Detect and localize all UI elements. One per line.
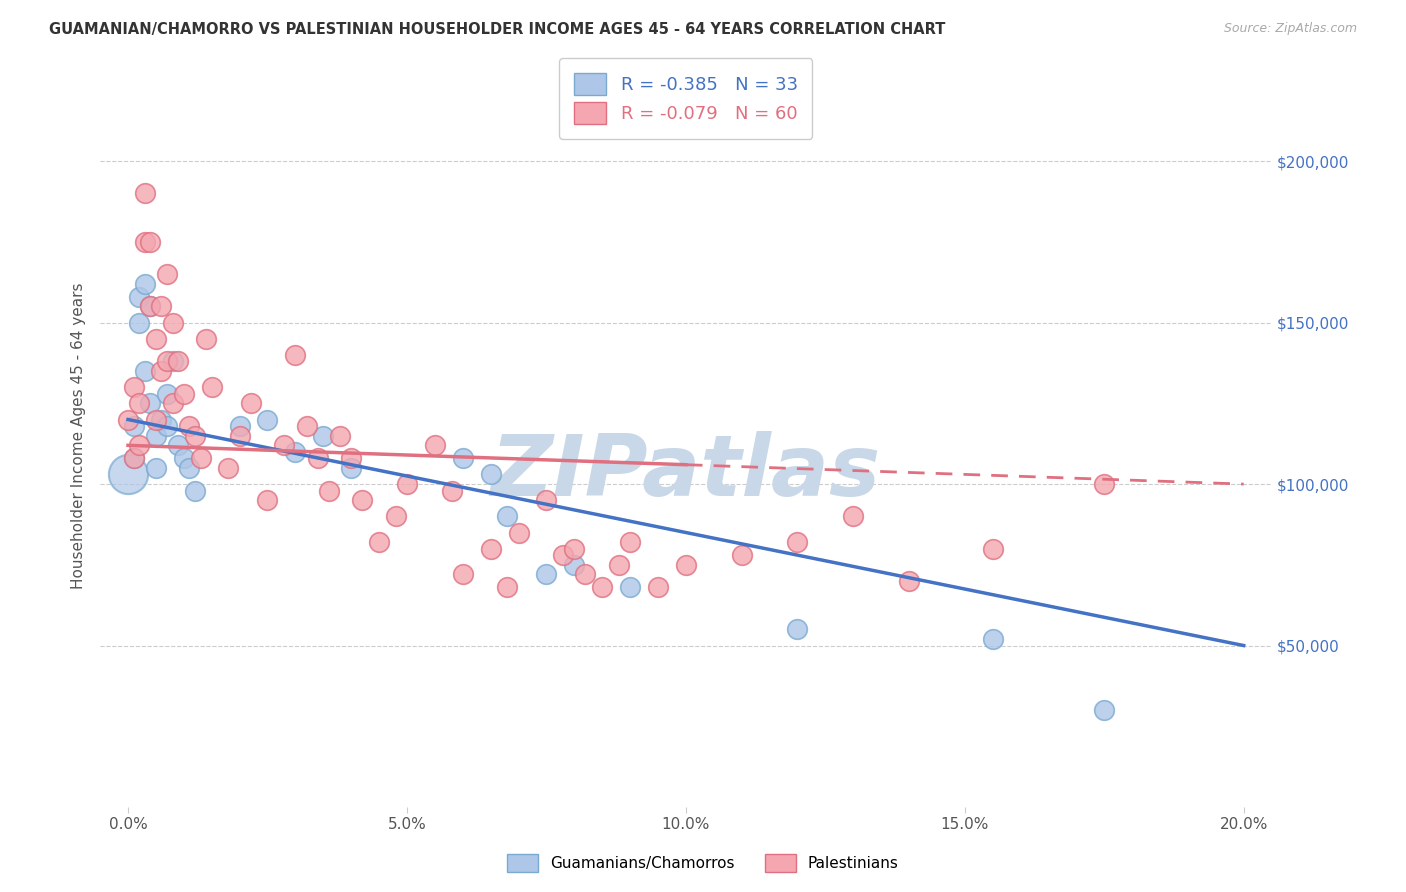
Point (479, 467, 502, 482)
Point (536, 567, 558, 582)
Point (318, 483, 340, 498)
Point (195, 332, 218, 346)
Point (451, 451, 474, 466)
Point (591, 581, 613, 595)
Point (190, 451, 212, 466)
Point (228, 419, 250, 434)
Point (1092, 703, 1115, 717)
Point (139, 300, 162, 314)
Point (145, 461, 167, 475)
Point (329, 428, 352, 442)
Point (368, 535, 391, 549)
Point (117, 467, 139, 482)
Point (981, 632, 1004, 646)
Point (128, 290, 150, 304)
Legend: R = -0.385   N = 33, R = -0.079   N = 60: R = -0.385 N = 33, R = -0.079 N = 60 (560, 59, 813, 138)
Point (139, 235, 162, 249)
Point (340, 461, 363, 475)
Point (156, 386, 179, 401)
Point (607, 558, 630, 572)
Point (384, 509, 406, 524)
Point (312, 428, 335, 442)
Point (284, 348, 307, 362)
Point (256, 412, 278, 426)
Point (122, 419, 145, 434)
Point (562, 558, 585, 572)
Point (162, 316, 184, 330)
Point (201, 380, 224, 394)
Point (173, 451, 195, 466)
Point (440, 483, 463, 498)
Point (574, 567, 596, 582)
Point (162, 396, 184, 410)
Point (156, 354, 179, 368)
Point (139, 300, 162, 314)
Point (647, 581, 669, 595)
Point (156, 267, 179, 281)
Point (256, 493, 278, 508)
Point (451, 567, 474, 582)
Point (730, 548, 752, 562)
Point (167, 438, 190, 452)
Point (162, 354, 184, 368)
Point (619, 535, 641, 549)
Point (898, 574, 921, 588)
Point (167, 354, 190, 368)
Point (128, 316, 150, 330)
Point (122, 380, 145, 394)
Point (508, 525, 530, 540)
Point (122, 451, 145, 466)
Point (173, 386, 195, 401)
Point (619, 581, 641, 595)
Point (1092, 477, 1115, 491)
Point (145, 428, 167, 442)
Point (496, 509, 519, 524)
Point (128, 438, 150, 452)
Point (536, 493, 558, 508)
Point (395, 477, 418, 491)
Point (273, 438, 295, 452)
Legend: Guamanians/Chamorros, Palestinians: Guamanians/Chamorros, Palestinians (499, 846, 907, 880)
Y-axis label: Householder Income Ages 45 - 64 years: Householder Income Ages 45 - 64 years (72, 283, 86, 589)
Text: GUAMANIAN/CHAMORRO VS PALESTINIAN HOUSEHOLDER INCOME AGES 45 - 64 YEARS CORRELAT: GUAMANIAN/CHAMORRO VS PALESTINIAN HOUSEH… (49, 22, 946, 37)
Point (179, 419, 201, 434)
Point (295, 419, 318, 434)
Point (340, 451, 363, 466)
Point (786, 535, 808, 549)
Point (786, 623, 808, 637)
Point (145, 332, 167, 346)
Point (675, 558, 697, 572)
Point (117, 412, 139, 426)
Point (184, 428, 207, 442)
Point (134, 235, 156, 249)
Point (145, 412, 167, 426)
Point (239, 396, 262, 410)
Point (352, 493, 374, 508)
Point (307, 451, 329, 466)
Point (134, 277, 156, 291)
Text: ZIPatlas: ZIPatlas (491, 431, 882, 515)
Point (184, 483, 207, 498)
Point (217, 461, 239, 475)
Point (122, 451, 145, 466)
Point (134, 186, 156, 201)
Point (179, 461, 201, 475)
Point (981, 541, 1004, 556)
Point (479, 541, 502, 556)
Text: Source: ZipAtlas.com: Source: ZipAtlas.com (1223, 22, 1357, 36)
Point (842, 509, 865, 524)
Point (156, 419, 179, 434)
Point (496, 581, 519, 595)
Point (228, 428, 250, 442)
Point (139, 396, 162, 410)
Point (284, 444, 307, 458)
Point (562, 541, 585, 556)
Point (423, 438, 446, 452)
Point (134, 364, 156, 378)
Point (128, 396, 150, 410)
Point (150, 412, 173, 426)
Point (150, 364, 173, 378)
Point (150, 300, 173, 314)
Point (553, 548, 575, 562)
